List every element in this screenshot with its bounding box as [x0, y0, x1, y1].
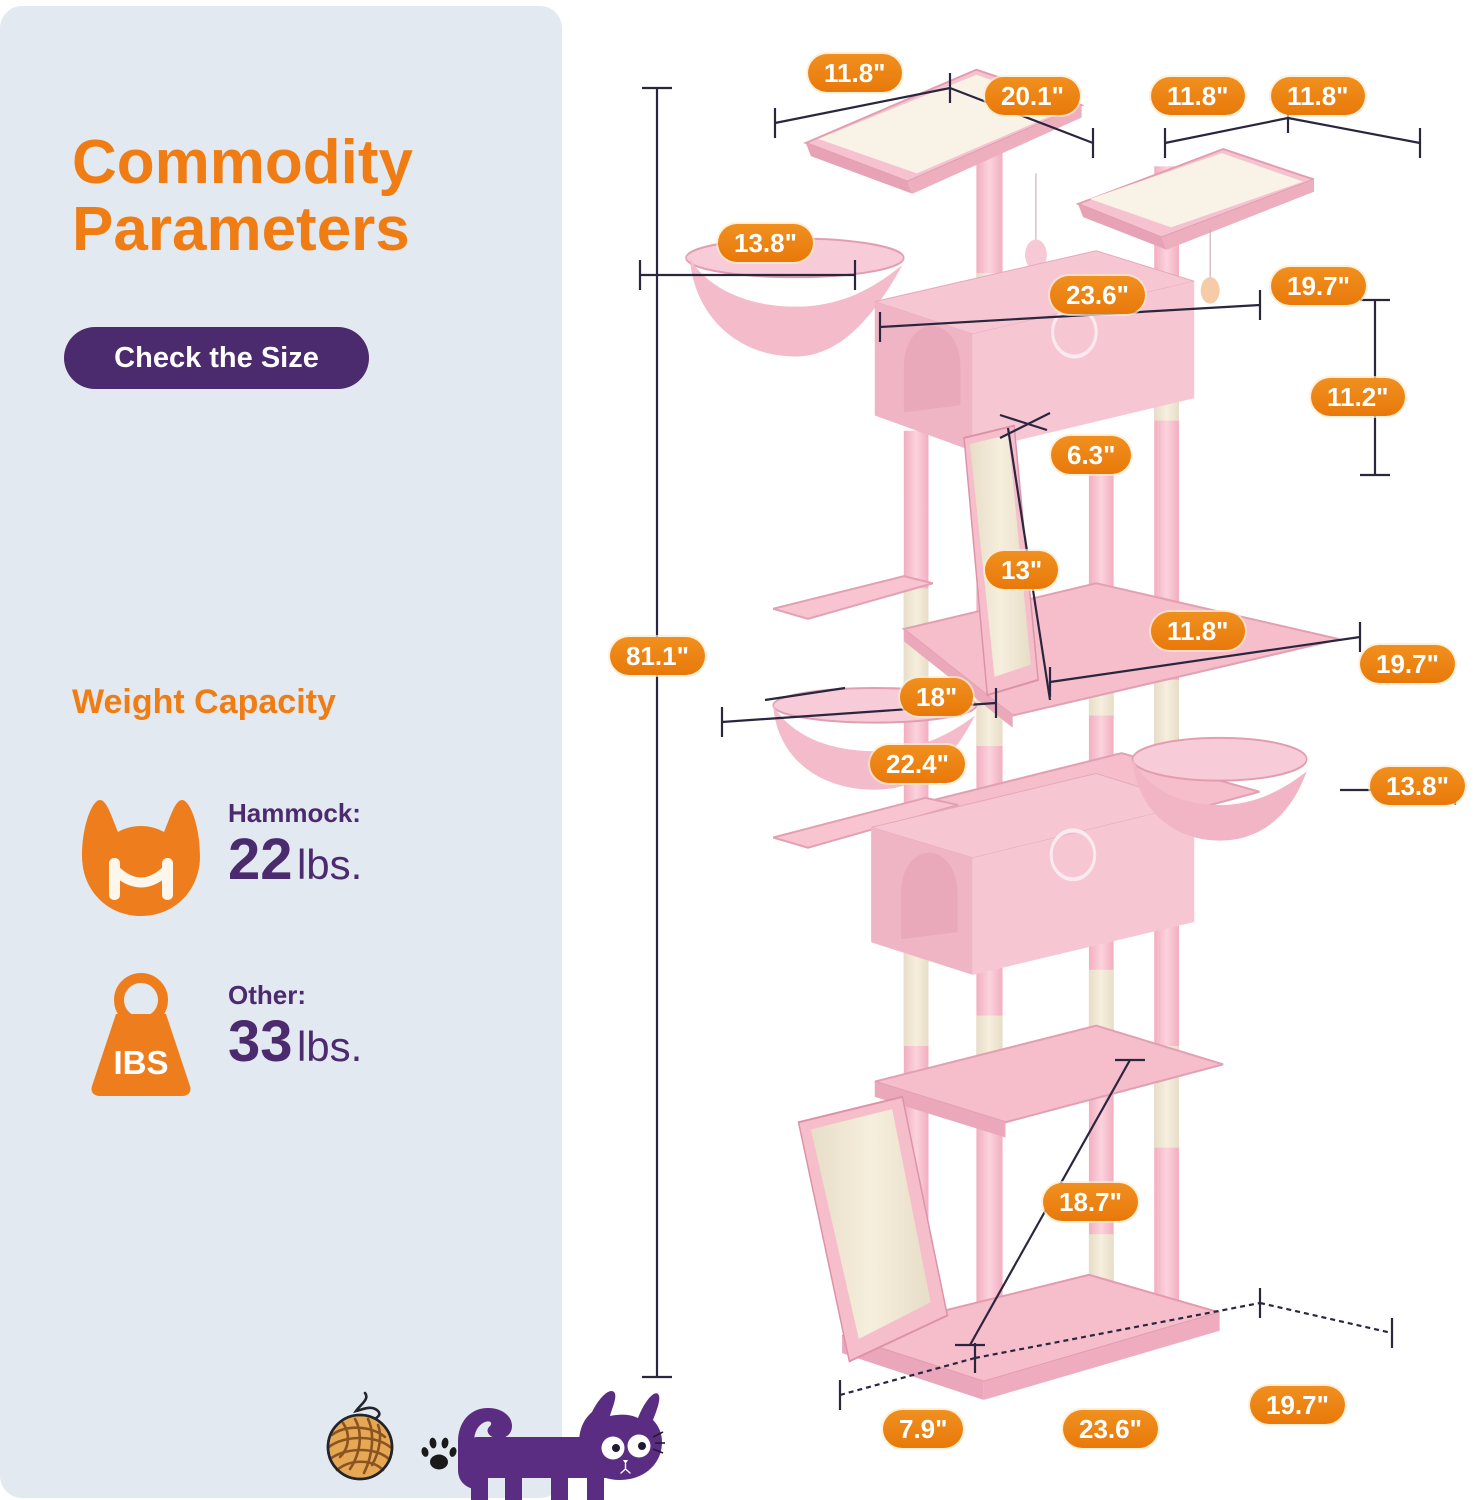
svg-text:IBS: IBS — [113, 1044, 168, 1081]
